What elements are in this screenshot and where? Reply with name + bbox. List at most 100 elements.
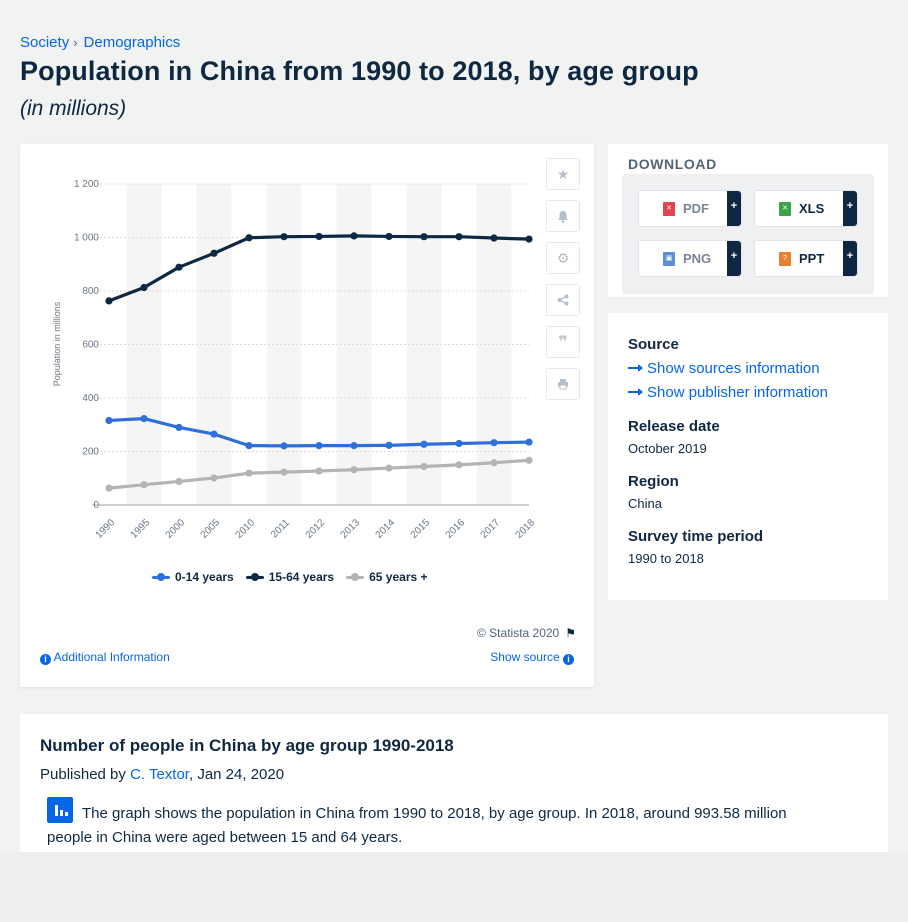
statista-copyright[interactable]: © Statista 2020 ⚑ — [477, 626, 576, 640]
data-point — [105, 484, 113, 492]
download-ppt-label: PPT — [799, 251, 825, 266]
statistic-info-panel: Source Show sources information Show pub… — [608, 313, 888, 600]
data-point — [245, 442, 253, 450]
data-point — [210, 430, 218, 438]
y-tick-label: 1 000 — [74, 233, 99, 244]
y-tick-label: 0 — [93, 500, 99, 511]
series-line — [107, 416, 531, 448]
x-tick-label: 2013 — [339, 517, 363, 541]
quote-icon[interactable]: ❞ — [546, 326, 580, 358]
download-ppt-plus[interactable]: + — [843, 241, 857, 276]
download-ppt-button[interactable]: ? PPT + — [754, 240, 858, 277]
data-point — [175, 423, 183, 432]
gear-icon[interactable]: ⚙ — [546, 242, 580, 274]
star-icon[interactable]: ★ — [546, 158, 580, 190]
author-link[interactable]: C. Textor — [130, 766, 189, 783]
x-tick-label: 2017 — [479, 517, 503, 541]
x-tick-label: 2016 — [444, 517, 468, 541]
show-publisher-link[interactable]: Show publisher information — [628, 384, 828, 401]
show-publisher-label: Show publisher information — [647, 384, 828, 401]
population-line-chart: 0 200 400 600 800 1 000 1 200 1990 1995 2000 2005… — [52, 179, 538, 541]
download-pdf-plus[interactable]: + — [727, 191, 741, 226]
download-xls-button[interactable]: ✕ XLS + — [754, 190, 858, 227]
download-xls-label: XLS — [799, 201, 825, 216]
ppt-file-icon: ? — [779, 251, 791, 266]
data-point — [525, 235, 533, 243]
print-icon[interactable] — [546, 368, 580, 400]
flag-icon[interactable]: ⚑ — [565, 626, 576, 640]
legend-item-15-64[interactable]: 15-64 years — [245, 570, 335, 584]
pdf-file-icon: ✕ — [663, 201, 675, 216]
arrow-right-icon — [628, 388, 643, 396]
show-sources-link[interactable]: Show sources information — [628, 360, 820, 377]
description-card: Number of people in China by age group 1… — [20, 714, 888, 864]
legend-label: 15-64 years — [268, 570, 335, 584]
data-point — [420, 233, 428, 241]
data-point — [280, 468, 288, 476]
data-point — [245, 469, 253, 477]
y-tick-label: 1 200 — [74, 179, 99, 190]
data-point — [105, 297, 113, 305]
bottom-banner-area — [0, 852, 908, 922]
copyright-text: © Statista 2020 — [477, 626, 560, 640]
x-tick-label: 2012 — [304, 517, 328, 541]
legend-item-65-plus[interactable]: 65 years + — [346, 570, 428, 584]
data-point — [175, 477, 183, 486]
download-title: DOWNLOAD — [628, 156, 717, 172]
y-tick-label: 600 — [82, 340, 99, 351]
data-point — [350, 232, 358, 240]
download-pdf-button[interactable]: ✕ PDF + — [638, 190, 742, 227]
data-point — [525, 438, 533, 446]
data-point — [175, 263, 183, 271]
x-tick-label: 2018 — [514, 517, 538, 541]
data-point — [490, 459, 498, 467]
data-point — [525, 456, 533, 464]
bar-chart-icon — [47, 797, 73, 823]
data-point — [280, 442, 288, 450]
data-point — [315, 467, 323, 475]
arrow-right-icon — [628, 364, 643, 372]
y-tick-label: 400 — [82, 393, 99, 404]
download-pdf-label: PDF — [683, 201, 709, 216]
download-png-button[interactable]: ▣ PNG + — [638, 240, 742, 277]
data-point — [490, 234, 498, 242]
download-panel: DOWNLOAD ✕ PDF + ✕ XLS + ▣ PNG + ? PPT + — [608, 144, 888, 297]
data-point — [245, 234, 253, 242]
data-point — [210, 249, 218, 257]
show-sources-label: Show sources information — [647, 360, 820, 377]
share-icon[interactable] — [546, 284, 580, 316]
breadcrumb-separator: › — [73, 35, 78, 50]
data-point — [385, 464, 393, 472]
published-by: Published by C. Textor, Jan 24, 2020 — [40, 766, 284, 783]
xls-file-icon: ✕ — [779, 201, 791, 216]
breadcrumb: Society › Demographics — [20, 34, 180, 51]
description-text: The graph shows the population in China … — [47, 805, 787, 846]
additional-information-link[interactable]: i Additional Information — [40, 650, 170, 665]
survey-period-value: 1990 to 2018 — [628, 551, 704, 566]
published-date: , Jan 24, 2020 — [188, 766, 285, 783]
data-point — [455, 439, 463, 448]
chart-toolbar: ★ ⚙ ❞ — [546, 158, 582, 410]
download-png-plus[interactable]: + — [727, 241, 741, 276]
data-point — [350, 442, 358, 450]
bell-icon[interactable] — [546, 200, 580, 232]
data-point — [105, 416, 113, 425]
breadcrumb-society-link[interactable]: Society — [20, 34, 70, 51]
breadcrumb-demographics-link[interactable]: Demographics — [83, 34, 181, 51]
show-source-link[interactable]: Show source i — [490, 650, 574, 665]
data-point — [455, 461, 463, 469]
release-date-value: October 2019 — [628, 441, 707, 456]
data-point — [140, 283, 148, 292]
data-point — [385, 232, 393, 241]
data-point — [210, 474, 218, 482]
legend-label: 0-14 years — [175, 570, 234, 584]
source-label: Source — [628, 336, 679, 353]
x-tick-label: 2005 — [199, 517, 223, 541]
legend-item-0-14[interactable]: 0-14 years — [152, 570, 234, 584]
x-tick-label: 1990 — [94, 517, 118, 541]
data-point — [315, 442, 323, 450]
data-point — [315, 232, 323, 241]
download-xls-plus[interactable]: + — [843, 191, 857, 226]
data-point — [280, 233, 288, 241]
data-point — [420, 462, 428, 471]
